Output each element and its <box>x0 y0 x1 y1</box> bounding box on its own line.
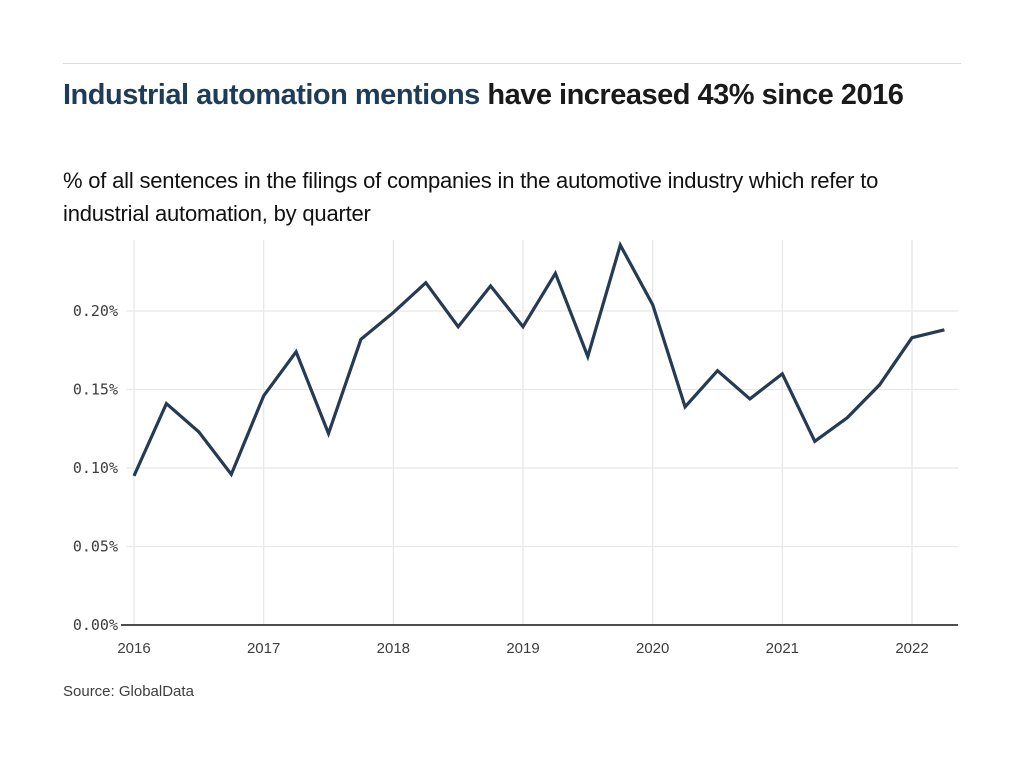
top-divider <box>63 63 961 64</box>
chart-subtitle: % of all sentences in the filings of com… <box>63 168 879 226</box>
line-chart: 0.00% 0.05% 0.10% 0.15% 0.20% 2016 2017 2018 201… <box>73 240 958 657</box>
y-tick-label: 0.00% <box>73 616 118 634</box>
source-label: Source: GlobalData <box>63 683 194 700</box>
x-tick-label: 2020 <box>636 640 669 657</box>
x-tick-label: 2016 <box>117 640 150 657</box>
x-tick-label: 2021 <box>766 640 799 657</box>
chart-title-highlight: Industrial automation mentions <box>63 79 480 111</box>
x-tick-label: 2018 <box>377 640 410 657</box>
data-series-line <box>132 240 945 478</box>
chart-title: Industrial automation mentions have incr… <box>63 76 904 114</box>
x-tick-label: 2019 <box>506 640 539 657</box>
x-tick-label: 2017 <box>247 640 280 657</box>
y-tick-label: 0.10% <box>73 459 118 477</box>
y-tick-label: 0.20% <box>73 302 118 320</box>
y-tick-label: 0.15% <box>73 381 118 399</box>
chart-title-rest: have increased 43% since 2016 <box>479 79 904 111</box>
x-tick-label: 2022 <box>895 640 928 657</box>
y-tick-label: 0.05% <box>73 538 118 556</box>
